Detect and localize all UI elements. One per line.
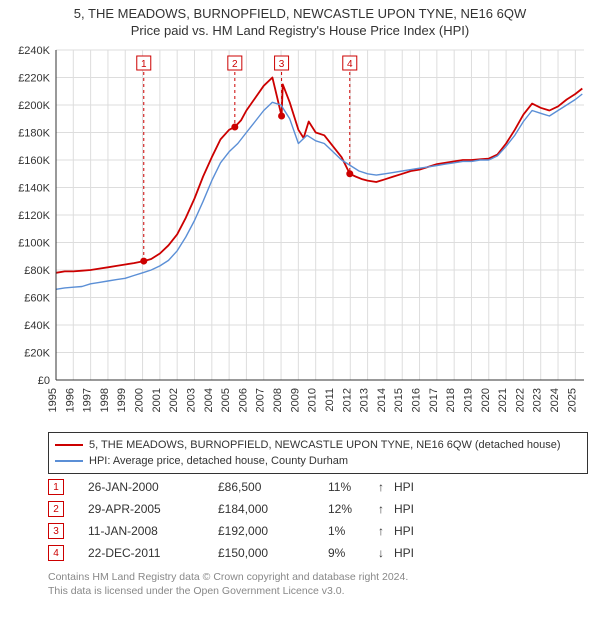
svg-text:3: 3: [279, 59, 285, 70]
legend-label: HPI: Average price, detached house, Coun…: [89, 453, 348, 469]
sales-row: 2 29-APR-2005£184,00012%↑HPI: [48, 498, 424, 520]
svg-text:2023: 2023: [532, 388, 544, 412]
sales-row: 3 11-JAN-2008£192,0001%↑HPI: [48, 520, 424, 542]
legend: 5, THE MEADOWS, BURNOPFIELD, NEWCASTLE U…: [48, 432, 588, 474]
svg-text:£240K: £240K: [18, 45, 50, 57]
arrow-down-icon: ↓: [378, 546, 394, 560]
svg-text:2009: 2009: [289, 388, 301, 412]
sale-pct: 9%: [328, 546, 378, 560]
legend-row: 5, THE MEADOWS, BURNOPFIELD, NEWCASTLE U…: [55, 437, 581, 453]
sale-pct: 11%: [328, 480, 378, 494]
svg-text:2012: 2012: [341, 388, 353, 412]
svg-text:£120K: £120K: [18, 210, 50, 222]
svg-text:£20K: £20K: [24, 348, 50, 360]
chart-title: 5, THE MEADOWS, BURNOPFIELD, NEWCASTLE U…: [0, 6, 600, 21]
legend-swatch: [55, 444, 83, 446]
svg-text:2025: 2025: [566, 388, 578, 412]
arrow-up-icon: ↑: [378, 524, 394, 538]
sale-hpi-label: HPI: [394, 502, 424, 516]
sale-price: £184,000: [218, 502, 328, 516]
sale-hpi-label: HPI: [394, 546, 424, 560]
sale-date: 11-JAN-2008: [88, 524, 218, 538]
svg-text:£40K: £40K: [24, 320, 50, 332]
sale-price: £150,000: [218, 546, 328, 560]
svg-text:2017: 2017: [428, 388, 440, 412]
svg-text:2015: 2015: [393, 388, 405, 412]
svg-text:£80K: £80K: [24, 265, 50, 277]
sales-row: 1 26-JAN-2000£86,50011%↑HPI: [48, 476, 424, 498]
svg-text:2011: 2011: [324, 388, 336, 412]
sale-marker-box: 3: [48, 523, 64, 539]
svg-text:2: 2: [232, 59, 238, 70]
svg-text:2016: 2016: [411, 388, 423, 412]
legend-swatch: [55, 460, 83, 462]
svg-text:2013: 2013: [359, 388, 371, 412]
svg-text:2006: 2006: [237, 388, 249, 412]
chart-area: £0 £20K £40K £60K £80K £100K £120K £140K £160K £1…: [10, 44, 590, 424]
svg-text:2022: 2022: [514, 388, 526, 412]
svg-text:£180K: £180K: [18, 128, 50, 140]
sale-hpi-label: HPI: [394, 524, 424, 538]
sales-table: 126-JAN-2000£86,50011%↑HPI229-APR-2005£1…: [48, 476, 424, 564]
chart-subtitle: Price paid vs. HM Land Registry's House …: [0, 23, 600, 38]
svg-text:1999: 1999: [116, 388, 128, 412]
svg-text:2020: 2020: [480, 388, 492, 412]
sale-marker-box: 2: [48, 501, 64, 517]
svg-text:2003: 2003: [185, 388, 197, 412]
sale-price: £86,500: [218, 480, 328, 494]
arrow-up-icon: ↑: [378, 502, 394, 516]
sale-pct: 12%: [328, 502, 378, 516]
sale-price: £192,000: [218, 524, 328, 538]
svg-text:4: 4: [347, 59, 353, 70]
svg-text:1998: 1998: [99, 388, 111, 412]
legend-label: 5, THE MEADOWS, BURNOPFIELD, NEWCASTLE U…: [89, 437, 561, 453]
svg-text:£200K: £200K: [18, 100, 50, 112]
svg-text:£100K: £100K: [18, 238, 50, 250]
footer-attribution: Contains HM Land Registry data © Crown c…: [48, 570, 408, 598]
svg-text:1997: 1997: [82, 388, 94, 412]
arrow-up-icon: ↑: [378, 480, 394, 494]
sales-row: 4 22-DEC-2011£150,0009%↓HPI: [48, 542, 424, 564]
svg-text:1996: 1996: [64, 388, 76, 412]
sale-date: 26-JAN-2000: [88, 480, 218, 494]
svg-text:£160K: £160K: [18, 155, 50, 167]
footer-line-2: This data is licensed under the Open Gov…: [48, 584, 408, 598]
svg-text:2005: 2005: [220, 388, 232, 412]
svg-text:2019: 2019: [462, 388, 474, 412]
svg-text:2004: 2004: [203, 388, 215, 412]
svg-text:£140K: £140K: [18, 183, 50, 195]
footer-line-1: Contains HM Land Registry data © Crown c…: [48, 570, 408, 584]
svg-text:£220K: £220K: [18, 73, 50, 85]
sale-hpi-label: HPI: [394, 480, 424, 494]
svg-text:2001: 2001: [151, 388, 163, 412]
chart-svg: £0 £20K £40K £60K £80K £100K £120K £140K £160K £1…: [10, 44, 590, 424]
sale-marker-box: 1: [48, 479, 64, 495]
svg-text:1995: 1995: [47, 388, 59, 412]
svg-text:2002: 2002: [168, 388, 180, 412]
svg-text:2021: 2021: [497, 388, 509, 412]
svg-text:2010: 2010: [307, 388, 319, 412]
sale-marker-box: 4: [48, 545, 64, 561]
svg-text:2000: 2000: [134, 388, 146, 412]
svg-text:£0: £0: [38, 375, 50, 387]
svg-text:2008: 2008: [272, 388, 284, 412]
svg-text:2014: 2014: [376, 388, 388, 412]
svg-text:£60K: £60K: [24, 293, 50, 305]
legend-row: HPI: Average price, detached house, Coun…: [55, 453, 581, 469]
sale-date: 22-DEC-2011: [88, 546, 218, 560]
sale-date: 29-APR-2005: [88, 502, 218, 516]
svg-text:2007: 2007: [255, 388, 267, 412]
svg-text:2024: 2024: [549, 388, 561, 412]
svg-text:1: 1: [141, 59, 147, 70]
sale-pct: 1%: [328, 524, 378, 538]
svg-text:2018: 2018: [445, 388, 457, 412]
